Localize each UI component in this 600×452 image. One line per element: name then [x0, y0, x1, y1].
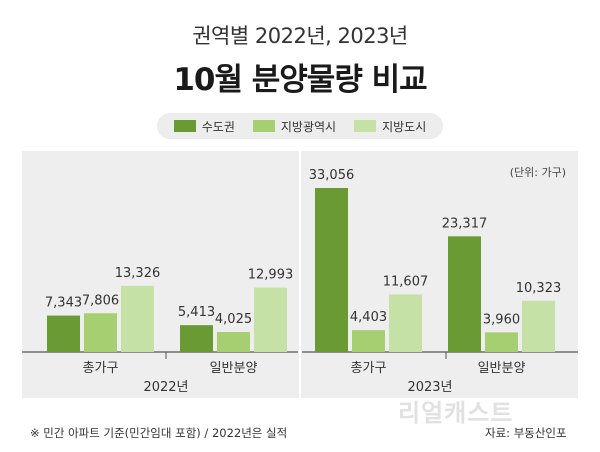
group-label-2022: 2022년	[143, 380, 188, 395]
category-label-1: 일반분양	[210, 361, 258, 376]
watermark-logo: 리얼캐스트	[398, 399, 514, 427]
legend-label-metro: 지방광역시	[280, 119, 337, 134]
bar-1-1	[217, 332, 250, 352]
data-label-0-1: 7,806	[82, 293, 119, 308]
legend-label-capital: 수도권	[201, 119, 235, 134]
data-label-1-0: 5,413	[178, 305, 215, 320]
chart-subtitle: 권역별 2022년, 2023년	[192, 24, 408, 48]
category-label-0: 총가구	[83, 361, 119, 376]
source-note: 자료: 부동산인포	[485, 426, 567, 440]
bar-3-1	[485, 332, 518, 352]
bar-2-2	[389, 294, 422, 352]
bar-0-2	[121, 285, 154, 352]
data-label-2-2: 11,607	[383, 274, 429, 289]
data-label-3-2: 10,323	[516, 281, 562, 296]
category-label-3: 일반분양	[478, 361, 526, 376]
bar-2-0	[315, 188, 348, 352]
data-label-0-0: 7,343	[45, 296, 82, 311]
panel-2022	[22, 151, 300, 398]
legend-item-metro: 지방광역시	[252, 118, 337, 135]
legend-label-city: 지방도시	[382, 119, 427, 134]
chart-legend: 수도권 지방광역시 지방도시	[157, 113, 443, 139]
data-label-3-1: 3,960	[483, 312, 520, 327]
bar-3-2	[522, 300, 555, 352]
data-label-1-1: 4,025	[215, 312, 252, 327]
bar-1-0	[180, 325, 213, 352]
legend-swatch-capital	[173, 120, 196, 132]
unit-label: (단위: 가구)	[510, 166, 566, 179]
bar-2-1	[352, 330, 385, 352]
bar-0-0	[47, 315, 80, 352]
legend-swatch-city	[354, 120, 377, 132]
legend-item-city: 지방도시	[354, 118, 426, 135]
bar-0-1	[84, 313, 117, 352]
bar-3-0	[448, 236, 481, 352]
legend-item-capital: 수도권	[173, 118, 235, 135]
bar-1-2	[254, 287, 287, 352]
data-label-3-0: 23,317	[442, 216, 488, 231]
category-label-2: 총가구	[351, 361, 387, 376]
data-label-2-0: 33,056	[309, 168, 355, 183]
footnote: ※ 민간 아파트 기준(민간임대 포함) / 2022년은 실적	[30, 426, 288, 440]
data-label-2-1: 4,403	[350, 310, 387, 325]
group-label-2023: 2023년	[407, 380, 452, 395]
data-label-0-2: 13,326	[115, 266, 161, 281]
legend-swatch-metro	[252, 120, 275, 132]
data-label-1-2: 12,993	[248, 268, 294, 283]
chart-title: 10월 분양물량 비교	[173, 62, 427, 98]
